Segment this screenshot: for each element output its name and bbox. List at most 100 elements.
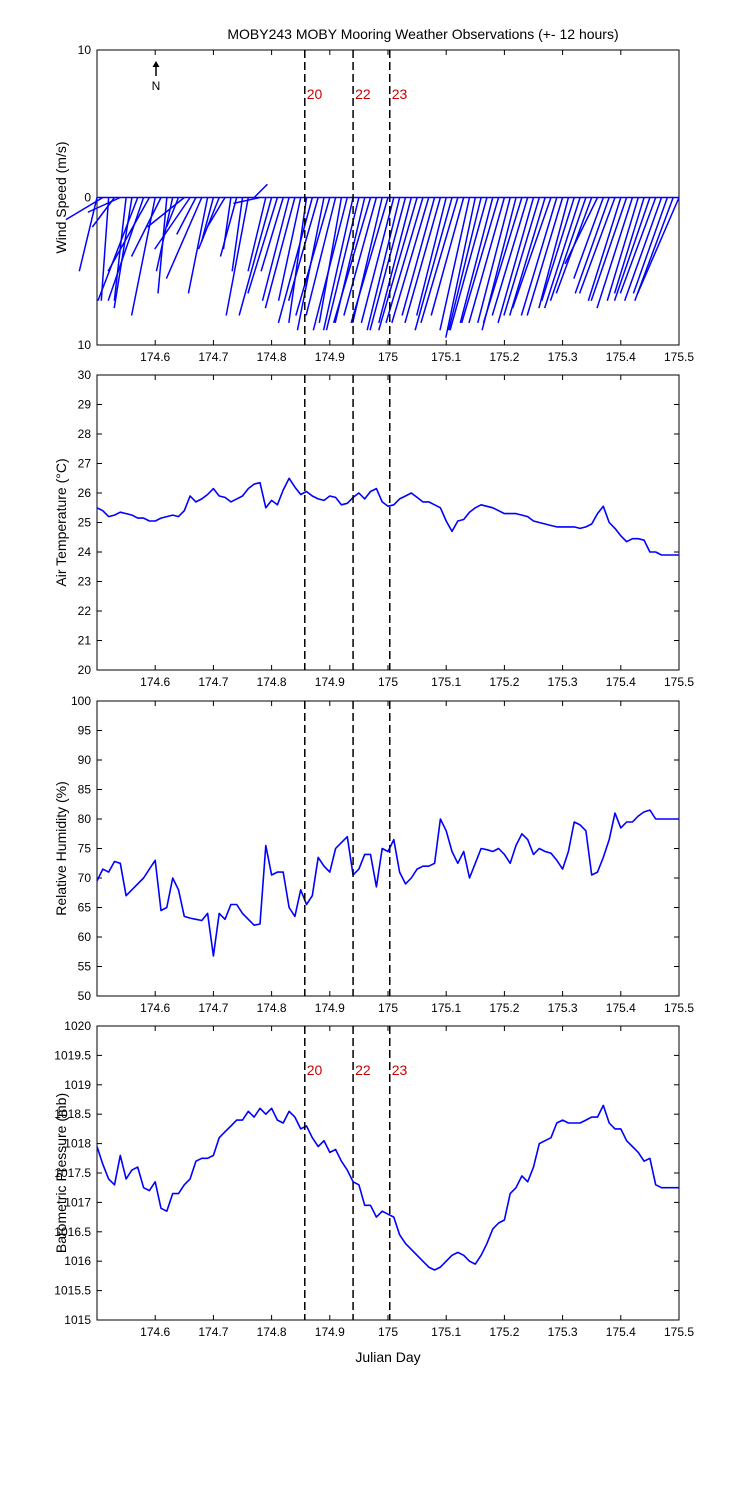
wind-vector (503, 197, 541, 316)
figure-title: MOBY243 MOBY Mooring Weather Observation… (227, 26, 618, 42)
wind-vector (623, 197, 663, 302)
north-label: N (152, 79, 161, 93)
x-tick-label: 174.7 (198, 1001, 228, 1015)
wind-vector (206, 197, 226, 228)
wind-vector (107, 197, 151, 272)
wind-vector (264, 197, 296, 309)
y-tick-label: 27 (78, 457, 92, 471)
panel-2: 174.6 174.7 174.8 174.9 175 175.1 175.2 175.3 17… (53, 368, 694, 689)
panel-1: 174.6 174.7 174.8 174.9 175 175.1 175.2 175.3 17… (53, 43, 694, 364)
wind-vector (332, 197, 372, 324)
y-tick-label: 1015.5 (54, 1284, 91, 1298)
wind-vector (445, 197, 477, 338)
hour-marker-label: 22 (355, 86, 371, 102)
wind-vector (420, 197, 459, 324)
y-tick-label: 1016 (64, 1254, 91, 1268)
y-tick-label: 1019.5 (54, 1048, 91, 1062)
y-tick-label: 23 (78, 575, 92, 589)
wind-vector (415, 197, 447, 316)
y-tick-label: 70 (78, 871, 92, 885)
wind-vector (247, 197, 267, 272)
wind-vector (87, 196, 121, 213)
wind-vector (225, 197, 250, 316)
wind-vector (260, 197, 284, 272)
wind-vector (287, 197, 319, 301)
x-tick-label: 175.3 (548, 1325, 578, 1339)
wind-vector (65, 196, 104, 221)
y-axis-label: Relative Humidity (%) (53, 781, 69, 916)
y-tick-label: 65 (78, 901, 92, 915)
wind-vector (637, 197, 680, 294)
y-tick-label: 1017.5 (54, 1166, 91, 1180)
x-tick-label: 174.9 (315, 675, 345, 689)
wind-vector (288, 197, 308, 323)
y-tick-label: 1016.5 (54, 1225, 91, 1239)
x-tick-label: 175.1 (431, 1325, 461, 1339)
wind-vector (146, 196, 185, 228)
x-tick-label: 174.6 (140, 1001, 170, 1015)
y-tick-label: 100 (71, 694, 91, 708)
panel-4: 174.6 174.7 174.8 174.9 175 175.1 175.2 175.3 17… (53, 1019, 694, 1365)
wind-vector (277, 197, 314, 324)
x-tick-label: 174.9 (315, 1001, 345, 1015)
hour-marker-label: 20 (307, 1062, 323, 1078)
wind-vector (187, 197, 209, 294)
wind-vector (439, 197, 471, 331)
axes-frame (96, 1025, 680, 1321)
x-tick-label: 174.8 (257, 350, 287, 364)
wind-vector (378, 197, 418, 331)
wind-vector (590, 197, 628, 301)
wind-vector (97, 197, 139, 302)
wind-vector (305, 197, 337, 316)
x-tick-label: 175.1 (431, 1001, 461, 1015)
wind-vector (447, 197, 482, 331)
wind-vector (401, 197, 436, 316)
y-axis-label: Air Temperature (°C) (53, 458, 69, 586)
wind-vector (538, 197, 570, 309)
wind-vector (343, 197, 378, 316)
hour-marker-label: 23 (392, 1062, 408, 1078)
wind-vector (277, 197, 302, 301)
x-tick-label: 175.4 (606, 1325, 636, 1339)
y-tick-label: 24 (78, 545, 92, 559)
chart-panels: 174.6 174.7 174.8 174.9 175 175.1 175.2 175.3 17… (53, 43, 694, 1365)
wind-vector (261, 197, 290, 301)
y-tick-label: 80 (78, 812, 92, 826)
y-tick-label: 20 (78, 663, 92, 677)
wind-vector (378, 197, 413, 324)
hour-marker-label: 23 (392, 86, 408, 102)
x-tick-label: 175.3 (548, 675, 578, 689)
wind-vector (360, 197, 395, 324)
wind-vector (509, 197, 546, 316)
wind-vector (350, 197, 389, 324)
x-tick-label: 175.4 (606, 350, 636, 364)
y-tick-label: 22 (78, 604, 92, 618)
wind-vector (511, 197, 552, 309)
x-tick-label: 175.2 (489, 1325, 519, 1339)
wind-vector (449, 197, 488, 331)
panel-3: 174.6 174.7 174.8 174.9 175 175.1 175.2 175.3 17… (53, 694, 694, 1015)
x-tick-label: 174.6 (140, 350, 170, 364)
wind-vector (459, 197, 494, 324)
x-tick-label: 175.4 (606, 1001, 636, 1015)
y-axis-label: Barometric Pressure (mb) (53, 1093, 69, 1253)
x-tick-label: 175.5 (664, 1325, 694, 1339)
y-tick-label: 25 (78, 516, 92, 530)
y-tick-label: 1018 (64, 1137, 91, 1151)
wind-vector (430, 197, 465, 316)
north-arrow-head (152, 61, 160, 67)
x-tick-label: 175.2 (489, 1001, 519, 1015)
wind-vector (468, 197, 506, 324)
x-tick-label: 175.5 (664, 1001, 694, 1015)
x-tick-label: 174.7 (198, 350, 228, 364)
wind-vector (247, 197, 279, 294)
wind-vector (130, 197, 162, 257)
wind-vector (587, 197, 622, 301)
y-tick-label: 1017 (64, 1195, 91, 1209)
x-tick-label: 174.9 (315, 350, 345, 364)
wind-vector (613, 197, 645, 294)
wind-vector (322, 197, 354, 331)
wind-vector (549, 197, 587, 301)
wind-vector (369, 197, 407, 331)
